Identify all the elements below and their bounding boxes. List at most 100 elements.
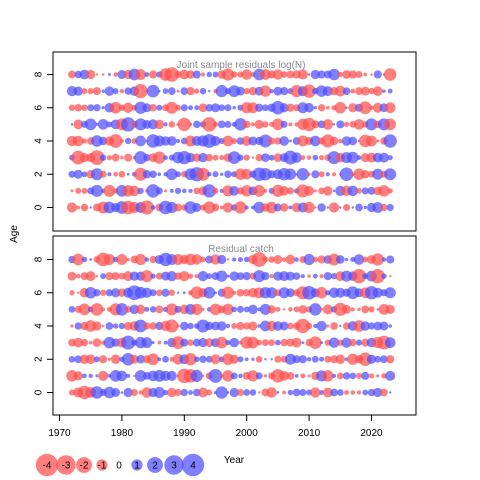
residual-bubble <box>107 357 111 361</box>
residual-bubble <box>97 119 109 130</box>
residual-bubble <box>243 322 251 330</box>
residual-bubble <box>146 84 160 98</box>
residual-bubble <box>120 117 136 132</box>
residual-bubble <box>380 355 388 364</box>
residual-bubble <box>384 337 396 349</box>
residual-bubble <box>134 167 148 181</box>
residual-bubble <box>144 257 150 262</box>
residual-bubble <box>66 202 78 213</box>
residual-bubble <box>68 305 76 313</box>
residual-bubble <box>279 136 290 146</box>
residual-bubble <box>115 303 129 316</box>
y-tick-label: 4 <box>34 323 45 329</box>
residual-bubble <box>275 306 281 312</box>
residual-bubble <box>306 356 312 362</box>
residual-bubble <box>133 84 148 99</box>
panel-residual-catch: Residual catch 0 2 4 6 8 1970 1980 1990 2000 201… <box>34 235 417 439</box>
residual-bubble <box>366 354 377 364</box>
residual-bubble <box>70 324 74 328</box>
residual-bubble <box>194 88 200 94</box>
residual-bubble <box>370 268 385 284</box>
residual-bubble <box>386 355 395 364</box>
residual-bubble <box>321 134 335 148</box>
residual-bubble <box>229 185 240 196</box>
residual-bubble <box>257 324 261 328</box>
residual-bubble <box>217 254 227 265</box>
residual-bubble <box>116 254 128 265</box>
residual-bubble <box>153 151 166 164</box>
residual-bubble <box>69 290 75 296</box>
residual-bubble <box>313 106 317 110</box>
y-axis-bottom: 0 2 4 6 8 <box>34 256 54 395</box>
residual-bubble <box>185 152 196 163</box>
residual-bubble <box>248 304 258 315</box>
residual-bubble <box>167 87 176 95</box>
residual-bubble <box>162 355 169 363</box>
residual-bubble <box>135 69 147 80</box>
residual-bubble <box>78 303 91 316</box>
residual-bubble <box>142 170 152 179</box>
residual-bubble <box>120 391 124 394</box>
residual-bubble <box>103 253 115 266</box>
residual-bubble <box>229 354 239 364</box>
residual-bubble <box>121 335 136 350</box>
residual-bubble <box>124 305 132 313</box>
residual-bubble <box>264 358 267 361</box>
y-tick-label: 2 <box>34 356 45 362</box>
residual-bubble <box>100 289 107 296</box>
residual-bubble <box>234 118 247 131</box>
residual-bubble <box>84 118 97 131</box>
bubbles-top <box>66 67 397 215</box>
residual-bubble <box>339 206 342 209</box>
residual-bubble <box>255 355 263 363</box>
residual-bubble <box>74 322 82 330</box>
residual-bubble <box>215 85 228 98</box>
residual-bubble <box>312 273 318 279</box>
residual-bubble <box>68 170 76 178</box>
residual-bubble <box>389 391 392 394</box>
residual-bubble <box>260 69 271 80</box>
residual-bubble <box>362 389 369 396</box>
residual-bubble <box>330 388 338 397</box>
residual-bubble <box>279 371 290 381</box>
residual-bubble <box>212 71 219 78</box>
residual-bubble <box>339 167 354 182</box>
residual-bubble <box>101 73 105 76</box>
x-tick-label: 1980 <box>111 428 134 439</box>
residual-bubble <box>174 388 182 397</box>
residual-bubble <box>336 372 344 380</box>
residual-bubble <box>286 187 294 195</box>
residual-bubble <box>360 321 370 331</box>
legend-label: -4 <box>43 461 52 472</box>
residual-bubble <box>224 104 232 112</box>
y-axis-label: Age <box>9 225 20 243</box>
legend-bubble <box>181 453 205 477</box>
residual-bubble <box>107 172 112 177</box>
residual-bubble <box>88 340 93 345</box>
residual-bubble <box>79 153 90 163</box>
legend-label: -2 <box>80 461 89 472</box>
residual-bubble <box>113 72 118 77</box>
residual-bubble <box>118 322 126 330</box>
residual-bubble <box>307 374 311 378</box>
residual-bubble <box>355 339 363 346</box>
residual-bubble <box>342 304 352 314</box>
residual-bubble <box>231 137 238 145</box>
residual-bubble <box>384 168 397 181</box>
residual-bubble <box>300 274 305 279</box>
residual-bubble <box>253 201 265 214</box>
residual-bubble <box>347 185 359 197</box>
residual-bubble <box>181 188 187 194</box>
y-tick-label: 6 <box>34 105 45 111</box>
residual-bubble <box>126 257 130 262</box>
residual-bubble <box>362 256 369 263</box>
residual-bubble <box>334 85 346 97</box>
residual-bubble <box>251 156 255 159</box>
residual-bubble <box>328 337 340 348</box>
residual-bubble <box>221 286 235 299</box>
residual-bubble <box>250 122 255 127</box>
residual-bubble <box>175 171 182 178</box>
residual-bubble <box>320 307 324 311</box>
residual-bubble <box>191 254 202 265</box>
residual-bubble <box>205 321 214 331</box>
